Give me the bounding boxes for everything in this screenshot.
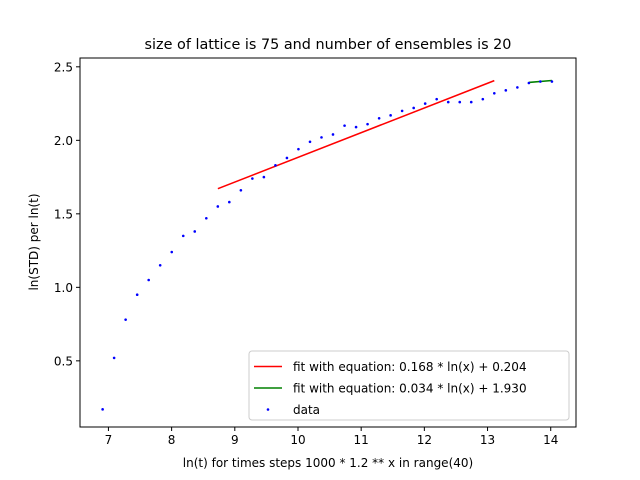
x-tick-label: 7 (105, 433, 113, 447)
data-point (181, 234, 185, 238)
y-tick-label: 2.0 (54, 134, 73, 148)
data-point (228, 200, 231, 204)
data-point (193, 230, 197, 233)
legend: fit with equation: 0.168 * ln(x) + 0.204… (248, 350, 570, 421)
data-point (412, 106, 415, 110)
data-point (262, 175, 266, 179)
x-tick-label: 12 (417, 433, 432, 447)
x-tick-label: 8 (168, 433, 176, 447)
data-point (469, 100, 473, 104)
legend-box (248, 350, 570, 421)
data-point (251, 177, 254, 180)
y-axis-label: ln(STD) per ln(t) (27, 193, 41, 290)
legend-entry-label: data (293, 403, 320, 417)
data-point (112, 356, 116, 360)
data-point (516, 86, 519, 89)
legend-swatch (266, 408, 270, 411)
y-tick-label: 2.5 (54, 60, 73, 74)
x-tick-label: 9 (231, 433, 239, 447)
x-tick-label: 11 (354, 433, 369, 447)
x-tick-label: 10 (290, 433, 305, 447)
data-point (331, 133, 335, 136)
data-point (435, 97, 438, 101)
data-point (147, 278, 150, 282)
data-point (539, 80, 542, 83)
data-point (493, 91, 496, 95)
data-point (239, 189, 243, 192)
axes-frame (79, 57, 577, 428)
data-point (389, 114, 392, 117)
data-point (458, 100, 462, 104)
data-point (274, 164, 277, 167)
data-point (320, 136, 323, 139)
legend-entry-label: fit with equation: 0.034 * ln(x) + 1.930 (293, 382, 527, 396)
data-point (366, 122, 369, 126)
y-tick-label: 0.5 (54, 354, 73, 368)
data-point (216, 205, 220, 208)
data-point (504, 89, 508, 92)
y-axis: 0.5 1.0 1.5 2.0 2.5 (54, 60, 80, 368)
data-point (170, 250, 174, 254)
y-tick-label: 1.5 (54, 207, 73, 221)
plot-area (101, 79, 554, 411)
data-point (481, 97, 485, 101)
data-point (354, 125, 358, 129)
data-point (297, 147, 300, 151)
data-point (205, 216, 208, 220)
chart-title: size of lattice is 75 and number of ense… (145, 37, 512, 53)
fit-line-1 (217, 79, 495, 190)
x-axis: 7 8 9 10 11 12 13 14 (105, 427, 558, 447)
data-point (343, 124, 346, 127)
x-axis-label: ln(t) for times steps 1000 * 1.2 ** x in… (183, 456, 473, 470)
data-point (135, 293, 139, 296)
data-point (285, 156, 289, 160)
data-point (550, 80, 554, 83)
data-point (527, 81, 531, 85)
data-point (308, 140, 312, 144)
data-point (124, 318, 127, 321)
data-point (423, 102, 427, 105)
data-point (101, 408, 104, 411)
x-tick-label: 13 (480, 433, 495, 447)
data-point (446, 100, 450, 104)
legend-entry-label: fit with equation: 0.168 * ln(x) + 0.204 (293, 360, 527, 374)
data-point (158, 263, 162, 267)
data-point (377, 116, 381, 120)
data-point (400, 109, 404, 113)
x-tick-label: 14 (543, 433, 558, 447)
y-tick-label: 1.0 (54, 281, 73, 295)
